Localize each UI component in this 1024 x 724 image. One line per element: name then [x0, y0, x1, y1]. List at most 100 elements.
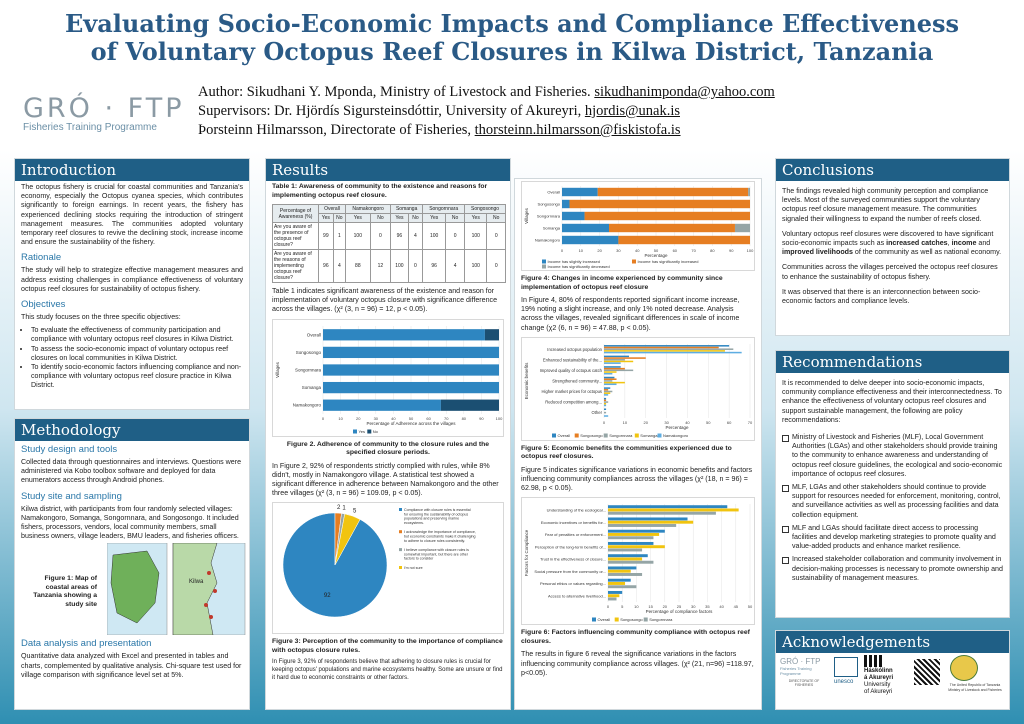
recommendations-list: Ministry of Livestock and Fisheries (MLF… [776, 431, 1009, 589]
x-tick-label: 10 [338, 416, 343, 421]
bar [604, 357, 646, 359]
x-tick-label: 5 [621, 604, 624, 609]
acknowledgements-header: Acknowledgements [776, 631, 1009, 653]
methodology-header: Methodology [15, 419, 249, 441]
results-header: Results [266, 159, 510, 181]
recommendations-lead: It is recommended to delve deeper into s… [782, 379, 1002, 424]
bar [608, 557, 643, 561]
table-header-cell: Songornnara [422, 204, 466, 214]
supervisor-1-email-link[interactable]: hjordis@unak.is [584, 103, 680, 119]
fisheries-directorate-logo: DIRECTORATE OF FISHERIES [788, 679, 820, 687]
table-subheader-cell: Yes [464, 213, 488, 223]
y-category-label: Social pressure from the community or... [534, 569, 606, 574]
legend-label: Somanga [640, 433, 658, 438]
x-tick-label: 0 [607, 604, 610, 609]
legend-swatch [399, 548, 402, 552]
figure-5-text: Figure 5 indicates significance variatio… [521, 465, 753, 493]
bar [608, 561, 654, 565]
bar [604, 399, 607, 401]
figure-4-svg: 0 10 20 30 40 50 60 70 80 90 100 Percentage Villages… [524, 186, 754, 269]
y-category-label: Other [592, 410, 603, 415]
legend-swatch [657, 433, 662, 438]
objectives-lead: This study focuses on the three specific… [21, 313, 181, 322]
bar [604, 379, 613, 382]
akureyri-line: á Akureyri [864, 675, 894, 681]
bar [604, 387, 611, 389]
table-subheader-cell: Yes [422, 213, 447, 223]
bar-segment [584, 211, 750, 221]
akureyri-logo: Háskólinn á Akureyri University of Akure… [864, 668, 893, 696]
bar [604, 401, 609, 403]
conclusion-bold: income [951, 239, 977, 248]
y-category-label: Economic incentives or benefits for... [541, 520, 606, 525]
table-cell: 88 [345, 249, 371, 283]
bar [604, 360, 634, 363]
bar [604, 372, 613, 375]
bar [608, 570, 631, 574]
introduction-header: Introduction [15, 159, 249, 181]
bar [608, 524, 677, 528]
x-tick-label: 60 [727, 420, 732, 425]
x-tick-label: 50 [409, 416, 414, 421]
bar [608, 533, 660, 537]
bar [604, 397, 607, 400]
table-subheader-cell: No [332, 213, 347, 223]
figure-5-svg: 0 10 20 30 40 50 60 70 Percentage Economic benefi… [524, 343, 753, 438]
figure-2-caption: Figure 2. Adherence of community to the … [286, 440, 490, 457]
bar [608, 585, 637, 589]
table-subheader-cell: No [486, 213, 506, 223]
x-tick-label: 50 [654, 248, 659, 253]
bar-segment [562, 199, 570, 209]
figure-3-chart: 92 2 1 5 Compliance with closure rules is es… [272, 502, 504, 635]
bar [604, 362, 621, 364]
bar-segment [323, 399, 441, 411]
small-logo-sub: Fisheries Training Programme [780, 666, 812, 676]
table-cell: 0 [407, 249, 424, 283]
y-category-label: Namakongoro [293, 402, 322, 407]
gro-ftp-small-logo: GRÓ · FTP Fisheries Training Programme [780, 657, 830, 676]
title-line-2: of Voluntary Octopus Reef Closures in Ki… [90, 37, 934, 66]
table-subheader-cell: No [445, 213, 466, 223]
supervisor-2-line: Þorsteinn Hilmarsson, Directorate of Fis… [198, 122, 475, 138]
legend-label: No [373, 429, 379, 434]
study-site-heading: Study site and sampling [21, 490, 122, 502]
tanzania-ministry-logo: The United Republic of Tanzania Ministry… [948, 683, 1002, 692]
acknowledgement-logos: GRÓ · FTP Fisheries Training Programme D… [776, 653, 1009, 709]
bar-segment [734, 223, 750, 233]
x-tick-label: 60 [426, 416, 431, 421]
legend-label: Income has significantly increased [638, 259, 699, 264]
supervisor-2-email-link[interactable]: thorsteinn.hilmarsson@fiskistofa.is [474, 122, 681, 138]
bar [608, 597, 617, 601]
legend-label: Namakongoro [663, 433, 689, 438]
x-tick-label: 90 [479, 416, 484, 421]
table-header-cell: Percentage of Awareness (%) [272, 204, 319, 223]
bar [604, 366, 621, 368]
supervisor-1-line: Supervisors: Dr. Hjördís Sigursteinsdótt… [198, 103, 585, 119]
table-cell: 96 [422, 249, 447, 283]
y-category-label: Songornnara [295, 367, 322, 372]
qr-code-icon[interactable] [914, 659, 940, 685]
results-panel: Results Table 1: Awareness of community … [265, 158, 511, 710]
x-axis-label: Percentage [644, 253, 668, 258]
bar [604, 415, 609, 417]
figure-6-caption: Figure 6: Factors influencing community … [521, 629, 750, 645]
bar-segment [562, 223, 609, 233]
author-email-link[interactable]: sikudhanimponda@yahoo.com [594, 84, 775, 100]
recommendation-item: Increased stakeholder collaboration and … [782, 555, 1003, 583]
pie-data-label: 5 [353, 509, 357, 515]
x-axis-label: Percentage [665, 425, 689, 430]
table-cell: 0 [445, 222, 466, 250]
bar [604, 355, 630, 357]
legend-swatch [542, 259, 546, 264]
bar-segment [562, 211, 585, 221]
y-category-label: Understanding of the ecological... [547, 508, 606, 513]
table-subheader-cell: No [407, 213, 424, 223]
table-cell: 4 [407, 222, 424, 250]
akureyri-emblem-icon [864, 655, 882, 667]
y-category-label: Perception of the long-term benefits of.… [535, 545, 606, 550]
bar-segment [323, 346, 499, 358]
data-analysis-heading: Data analysis and presentation [21, 638, 152, 650]
unesco-emblem-icon [834, 657, 858, 677]
legend-label: Overall [558, 433, 571, 438]
table-cell: 12 [369, 249, 392, 283]
